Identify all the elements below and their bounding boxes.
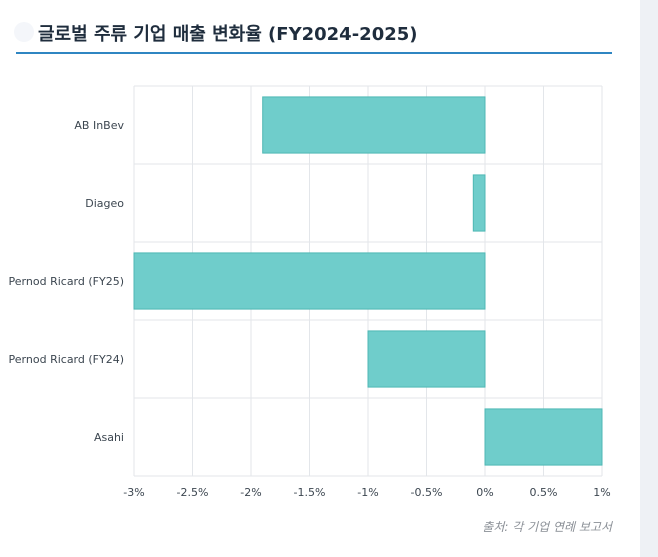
bar-chart: AB InBev Diageo Pernod Ricard (FY25) Pernod… — [9, 85, 611, 499]
x-tick-label-1: -2.5% — [177, 486, 209, 499]
title-dot-icon — [14, 22, 34, 42]
category-label-4: Asahi — [94, 431, 124, 444]
source-note: 출처: 각 기업 연례 보고서 — [482, 520, 612, 534]
x-tick-label-2: -2% — [240, 486, 261, 499]
x-tick-label-6: 0% — [476, 486, 493, 499]
bar-2 — [133, 252, 486, 310]
x-tick-label-3: -1.5% — [294, 486, 326, 499]
x-tick-label-7: 0.5% — [530, 486, 558, 499]
x-tick-label-8: 1% — [593, 486, 610, 499]
bar-4 — [484, 408, 603, 466]
x-tick-label-4: -1% — [357, 486, 378, 499]
x-tick-label-5: -0.5% — [411, 486, 443, 499]
category-label-1: Diageo — [85, 197, 124, 210]
title-row: 글로벌 주류 기업 매출 변화율 (FY2024-2025) — [14, 14, 614, 54]
chart-title: 글로벌 주류 기업 매출 변화율 (FY2024-2025) — [38, 24, 418, 45]
bar-3 — [367, 330, 486, 388]
category-label-3: Pernod Ricard (FY24) — [9, 353, 124, 366]
bar-0 — [262, 96, 486, 154]
x-tick-label-0: -3% — [123, 486, 144, 499]
category-label-2: Pernod Ricard (FY25) — [9, 275, 124, 288]
category-label-0: AB InBev — [74, 119, 124, 132]
title-divider — [16, 52, 612, 54]
chart-card: 글로벌 주류 기업 매출 변화율 (FY2024-2025) AB InBev D… — [0, 0, 640, 557]
bar-1 — [472, 174, 486, 232]
